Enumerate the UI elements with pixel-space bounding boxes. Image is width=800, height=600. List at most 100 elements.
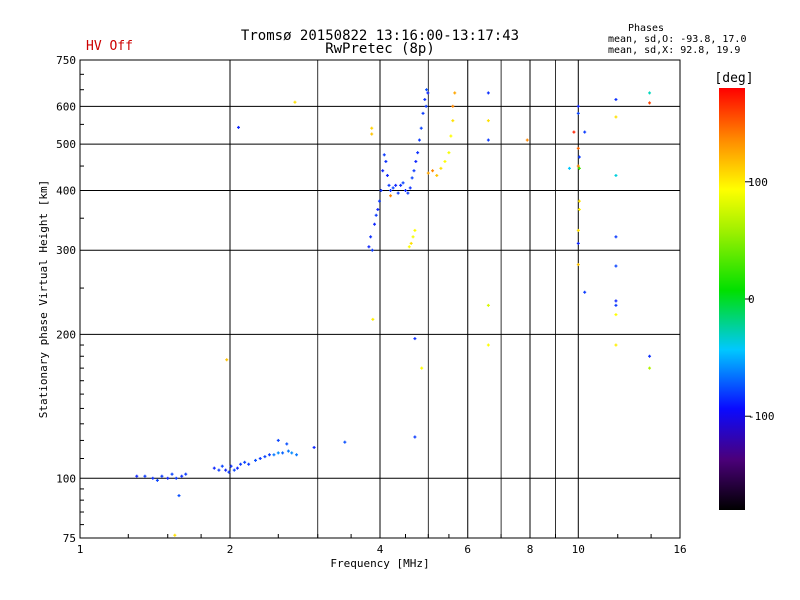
data-point [135, 474, 139, 478]
data-point [143, 474, 147, 478]
data-point [435, 173, 439, 177]
colorbar-tick-label: -100 [748, 410, 775, 423]
data-point [387, 183, 391, 187]
data-point [379, 188, 383, 192]
colorbar-ticks: -100 0 100 [745, 176, 775, 423]
data-point [370, 126, 374, 130]
data-point [160, 474, 164, 478]
x-axis: 1 2 4 6 8 10 16 [77, 534, 687, 556]
data-point [447, 151, 451, 155]
data-point [384, 159, 388, 163]
data-point [576, 146, 580, 150]
phases-o-stats: mean, sd,O: -93.8, 17.0 [608, 34, 746, 45]
data-point [343, 440, 347, 444]
data-point [170, 472, 174, 476]
data-point [173, 533, 177, 537]
data-point [371, 317, 375, 321]
data-point [389, 194, 393, 198]
data-point [576, 104, 580, 108]
data-point [614, 303, 618, 307]
data-point [229, 464, 233, 468]
data-point [370, 248, 374, 252]
data-point [419, 126, 423, 130]
data-point [407, 245, 411, 249]
y-tick-label: 400 [56, 184, 76, 197]
data-point [220, 464, 224, 468]
data-point [451, 104, 455, 108]
data-point [614, 299, 618, 303]
colorbar-gradient [719, 88, 745, 510]
colorbar-label: [deg] [714, 71, 753, 86]
gridlines [80, 60, 680, 538]
data-point [151, 476, 155, 480]
chart-subtitle: RwPretec (8p) [325, 41, 435, 57]
data-point [412, 169, 416, 173]
x-axis-label: Frequency [MHz] [330, 557, 429, 570]
data-point [583, 130, 587, 134]
data-point [267, 453, 271, 457]
chart-title: Tromsø 20150822 13:16:00-13:17:43 [241, 28, 519, 44]
y-axis-label: Stationary phase Virtual Height [km] [37, 180, 50, 418]
data-point [583, 290, 587, 294]
data-point [614, 235, 618, 239]
data-point [648, 366, 652, 370]
data-point [576, 263, 580, 267]
data-point [369, 235, 373, 239]
data-point [295, 453, 299, 457]
data-points [135, 88, 652, 537]
data-point [425, 88, 429, 92]
data-point [614, 115, 618, 119]
colorbar-tick-label: 100 [748, 176, 768, 189]
data-point [414, 159, 418, 163]
x-tick-label: 4 [377, 543, 384, 556]
data-point [367, 245, 371, 249]
data-point [232, 468, 236, 472]
data-point [236, 125, 240, 129]
data-point [449, 134, 453, 138]
data-point [312, 445, 316, 449]
data-point [411, 235, 415, 239]
data-point [426, 171, 430, 175]
data-point [410, 176, 414, 180]
data-point [224, 468, 228, 472]
data-point [486, 303, 490, 307]
data-point [486, 138, 490, 142]
data-point [243, 460, 247, 464]
data-point [177, 494, 181, 498]
data-point [258, 456, 262, 460]
data-point [614, 264, 618, 268]
data-point [381, 169, 385, 173]
hv-status-label: HV Off [86, 39, 133, 54]
y-tick-label: 75 [63, 532, 76, 545]
data-point [389, 188, 393, 192]
data-point [377, 199, 381, 203]
data-point [417, 138, 421, 142]
data-point [577, 199, 581, 203]
data-point [253, 458, 257, 462]
data-point [576, 164, 580, 168]
data-point [281, 451, 285, 455]
data-point [576, 228, 580, 232]
data-point [286, 449, 290, 453]
data-point [413, 435, 417, 439]
data-point [155, 478, 159, 482]
data-point [439, 166, 443, 170]
y-tick-label: 750 [56, 54, 76, 67]
data-point [648, 91, 652, 95]
data-point [614, 98, 618, 102]
data-point [421, 111, 425, 115]
data-point [391, 186, 395, 190]
data-point [235, 466, 239, 470]
y-tick-label: 200 [56, 328, 76, 341]
data-point [648, 354, 652, 358]
data-point [180, 474, 184, 478]
data-point [426, 91, 430, 95]
data-point [453, 91, 457, 95]
plot-area: 1 2 4 6 8 10 16 75 100 200 300 400 500 600 750 [56, 54, 687, 556]
colorbar-tick-label: 0 [748, 293, 755, 306]
data-point [409, 241, 413, 245]
data-point [370, 132, 374, 136]
data-point [290, 451, 294, 455]
phases-x-stats: mean, sd,X: 92.8, 19.9 [608, 45, 740, 56]
data-point [247, 462, 251, 466]
